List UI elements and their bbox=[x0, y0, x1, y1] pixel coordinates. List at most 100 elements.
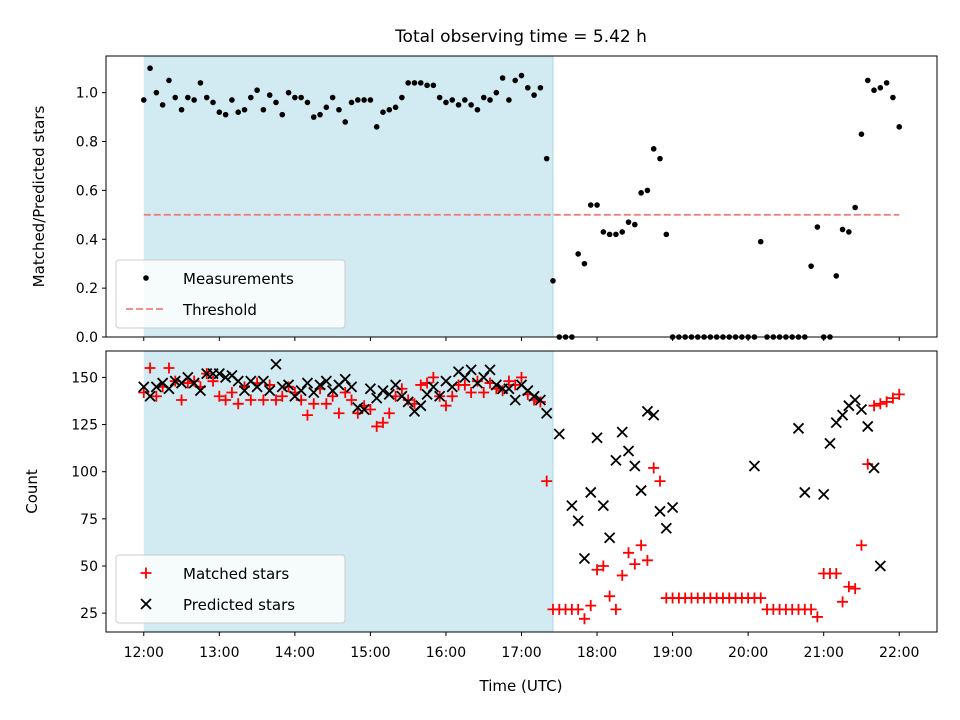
data-point bbox=[279, 111, 286, 118]
data-point bbox=[843, 581, 855, 593]
x-axis-label: Time (UTC) bbox=[479, 677, 563, 695]
data-point bbox=[864, 77, 871, 84]
data-point bbox=[814, 224, 821, 230]
data-point bbox=[493, 89, 500, 96]
data-point bbox=[283, 381, 295, 393]
data-point bbox=[371, 420, 383, 432]
data-point bbox=[276, 381, 288, 393]
data-point bbox=[150, 381, 163, 393]
data-point bbox=[285, 89, 292, 96]
data-point bbox=[657, 155, 663, 162]
data-point bbox=[503, 375, 515, 387]
y-tick-label: 0.2 bbox=[76, 281, 98, 297]
data-point bbox=[629, 558, 641, 570]
data-point bbox=[503, 383, 515, 395]
data-point bbox=[345, 381, 358, 393]
x-tick-label: 20:00 bbox=[728, 645, 768, 661]
y-tick-label: 0.0 bbox=[76, 330, 98, 346]
data-point bbox=[257, 375, 270, 387]
data-point bbox=[352, 401, 364, 414]
data-point bbox=[858, 131, 865, 137]
data-point bbox=[654, 475, 666, 487]
legend-box bbox=[115, 259, 346, 329]
data-point bbox=[449, 97, 456, 103]
data-point bbox=[587, 202, 594, 208]
data-point bbox=[235, 109, 242, 115]
data-point bbox=[585, 486, 597, 499]
data-point bbox=[383, 407, 395, 419]
data-point bbox=[757, 238, 764, 245]
data-point bbox=[478, 386, 490, 398]
data-point bbox=[355, 97, 361, 103]
data-point bbox=[377, 417, 389, 429]
data-point bbox=[434, 390, 446, 402]
data-point bbox=[222, 111, 229, 118]
data-point bbox=[389, 379, 402, 391]
data-point bbox=[226, 386, 238, 398]
data-point bbox=[648, 462, 660, 474]
data-point bbox=[185, 94, 191, 101]
data-point bbox=[430, 82, 437, 89]
data-point bbox=[852, 204, 858, 211]
data-point bbox=[512, 77, 519, 84]
data-point bbox=[172, 94, 179, 101]
data-point bbox=[578, 552, 591, 565]
data-point bbox=[327, 390, 339, 402]
data-point bbox=[317, 111, 323, 118]
data-point bbox=[176, 394, 188, 406]
data-point bbox=[830, 568, 842, 580]
data-point bbox=[163, 362, 175, 374]
data-point bbox=[543, 155, 550, 162]
y-tick-label: 100 bbox=[71, 465, 98, 481]
data-point bbox=[635, 539, 647, 551]
data-point bbox=[219, 371, 232, 384]
data-point bbox=[216, 109, 223, 115]
data-point bbox=[528, 390, 540, 402]
data-point bbox=[462, 97, 468, 103]
top-panel: 0.0 0.2 0.4 0.6 0.8 1.0 Matched/Predicted star… bbox=[30, 55, 938, 346]
data-point bbox=[632, 221, 638, 228]
x-tick-label: 18:00 bbox=[577, 645, 617, 661]
data-point bbox=[635, 484, 647, 497]
data-point bbox=[748, 460, 761, 472]
bottom-panel: 25 50 75 100 125 150 12:00 13:00 14:00 15:00 16:00… bbox=[23, 351, 938, 661]
data-point bbox=[138, 381, 150, 393]
data-point bbox=[572, 515, 584, 527]
y-tick-label: 150 bbox=[71, 370, 98, 386]
data-point bbox=[436, 94, 443, 101]
data-point bbox=[553, 428, 565, 440]
y-axis-label: Count bbox=[23, 469, 41, 514]
data-point bbox=[465, 386, 477, 398]
data-point bbox=[367, 97, 374, 103]
data-point bbox=[855, 539, 867, 551]
data-point bbox=[203, 94, 210, 101]
data-point bbox=[824, 437, 836, 450]
data-point bbox=[210, 99, 216, 106]
data-point bbox=[855, 403, 868, 416]
legend-marker-matched bbox=[140, 567, 152, 579]
data-point bbox=[499, 75, 506, 81]
data-point bbox=[799, 486, 811, 499]
data-point bbox=[468, 102, 474, 108]
legend-label: Predicted stars bbox=[183, 596, 295, 614]
legend-box bbox=[115, 554, 346, 624]
data-point bbox=[531, 92, 537, 98]
data-point bbox=[191, 97, 197, 103]
data-point bbox=[197, 80, 204, 86]
data-point bbox=[213, 367, 225, 380]
data-point bbox=[541, 475, 553, 487]
data-point bbox=[836, 409, 849, 421]
data-point bbox=[169, 375, 181, 387]
data-point bbox=[868, 400, 880, 412]
data-point bbox=[329, 94, 336, 101]
data-point bbox=[310, 114, 317, 120]
data-point bbox=[424, 82, 430, 89]
data-point bbox=[597, 500, 609, 512]
data-point bbox=[534, 394, 547, 406]
data-point bbox=[660, 522, 672, 534]
data-point bbox=[600, 229, 607, 235]
data-point bbox=[622, 445, 635, 457]
legend-marker-measurements bbox=[143, 275, 149, 281]
data-point bbox=[257, 394, 269, 406]
data-point bbox=[625, 219, 632, 225]
